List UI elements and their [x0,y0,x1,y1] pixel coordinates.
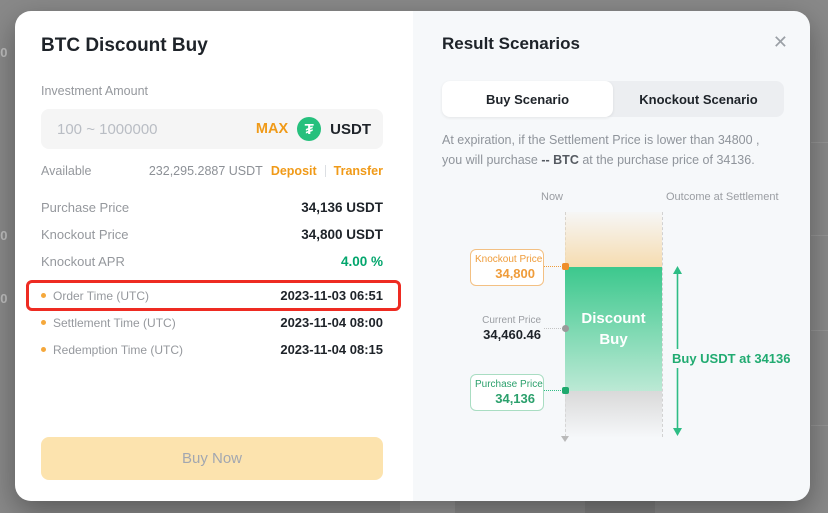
deposit-link[interactable]: Deposit [270,164,317,178]
knockout-price-callout: Knockout Price 34,800 [470,249,544,286]
tab-buy-scenario[interactable]: Buy Scenario [442,81,613,117]
purchase-callout-value: 34,136 [495,391,535,406]
purchase-connector-line [544,390,565,391]
purchase-price-row: Purchase Price 34,136 USDT [41,200,383,215]
available-label: Available [41,164,92,178]
redemption-time-label: Redemption Time (UTC) [53,342,184,357]
settlement-time-value: 2023-11-04 08:00 [280,315,383,330]
settlement-time-label: Settlement Time (UTC) [53,315,176,330]
scenario-title: Result Scenarios [442,34,580,53]
divider [324,165,326,177]
background-text-fragment: 10 [0,45,8,60]
tab-knockout-scenario[interactable]: Knockout Scenario [639,91,758,107]
description-btc-amount: -- BTC [541,153,579,167]
knockout-apr-label: Knockout APR [41,254,125,269]
background-row-line [811,330,828,331]
max-button[interactable]: MAX [255,121,289,137]
knockout-price-label: Knockout Price [41,227,129,242]
now-axis-label: Now [541,191,564,203]
purchase-price-value: 34,136 USDT [301,200,383,215]
settlement-axis-line [662,212,663,437]
available-row: Available 232,295.2887 USDT Deposit Tran… [41,164,383,178]
axis-down-arrow-icon [561,436,569,442]
knockout-connector-line [544,266,565,267]
scenario-tabs: Buy Scenario Knockout Scenario [442,81,784,117]
buy-range-label: Buy USDT at 34136 [672,349,791,368]
buy-now-button[interactable]: Buy Now [41,437,383,480]
discount-buy-zone: Discount Buy [565,267,662,391]
redemption-time-value: 2023-11-04 08:15 [280,342,383,357]
redemption-time-row: Redemption Time (UTC) 2023-11-04 08:15 [41,342,383,357]
order-panel: BTC Discount Buy Investment Amount MAX ₮… [15,11,413,501]
knockout-callout-label: Knockout Price [475,254,543,265]
knockout-price-value: 34,800 USDT [301,227,383,242]
time-bullet-icon [41,320,46,325]
scenario-panel: Result Scenarios ✕ Buy Scenario Knockout… [413,11,810,501]
purchase-callout-label: Purchase Price [475,379,543,390]
knockout-dot [562,263,569,270]
zone-label: Buy [599,331,628,348]
investment-amount-label: Investment Amount [41,84,149,98]
scenario-description: At expiration, if the Settlement Price i… [442,130,778,170]
knockout-apr-row: Knockout APR 4.00 % [41,254,383,269]
knockout-price-row: Knockout Price 34,800 USDT [41,227,383,242]
background-text-fragment: 10 [0,291,8,306]
time-bullet-icon [41,347,46,352]
background-shape [585,500,655,513]
purchase-price-label: Purchase Price [41,200,130,215]
transfer-link[interactable]: Transfer [333,164,383,178]
below-purchase-zone [565,391,662,437]
background-text-fragment: 10 [0,228,8,243]
knockout-apr-value: 4.00 % [340,254,383,269]
modal-title: BTC Discount Buy [41,35,208,56]
background-row-line [811,235,828,236]
close-icon[interactable]: ✕ [772,32,788,52]
purchase-price-callout: Purchase Price 34,136 [470,374,544,411]
knockout-callout-value: 34,800 [495,266,535,281]
zone-label: Discount [581,310,646,327]
background-shape [400,500,455,513]
current-connector-line [544,328,565,329]
order-time-label: Order Time (UTC) [53,288,149,303]
current-price-callout: Current Price 34,460.46 [413,315,541,342]
settlement-time-row: Settlement Time (UTC) 2023-11-04 08:00 [41,315,383,330]
settlement-axis-label: Outcome at Settlement [666,191,779,203]
discount-buy-modal: BTC Discount Buy Investment Amount MAX ₮… [15,11,810,501]
order-time-row: Order Time (UTC) 2023-11-03 06:51 [41,288,383,303]
description-text: at the purchase price of 34136. [578,153,755,167]
knockout-zone [565,212,662,267]
current-price-dot [562,325,569,332]
purchase-dot [562,387,569,394]
current-price-value: 34,460.46 [483,327,541,342]
order-time-value: 2023-11-03 06:51 [280,288,383,303]
available-value: 232,295.2887 USDT [148,164,263,178]
background-row-line [811,425,828,426]
time-bullet-icon [41,293,46,298]
current-price-label: Current Price [482,315,541,326]
description-text: At expiration, if the Settlement Price i… [442,133,760,167]
amount-input[interactable] [57,120,247,138]
investment-amount-field[interactable]: MAX ₮ USDT [41,109,383,149]
tether-icon: ₮ [297,117,322,141]
currency-label: USDT [330,120,371,138]
background-row-line [811,142,828,143]
